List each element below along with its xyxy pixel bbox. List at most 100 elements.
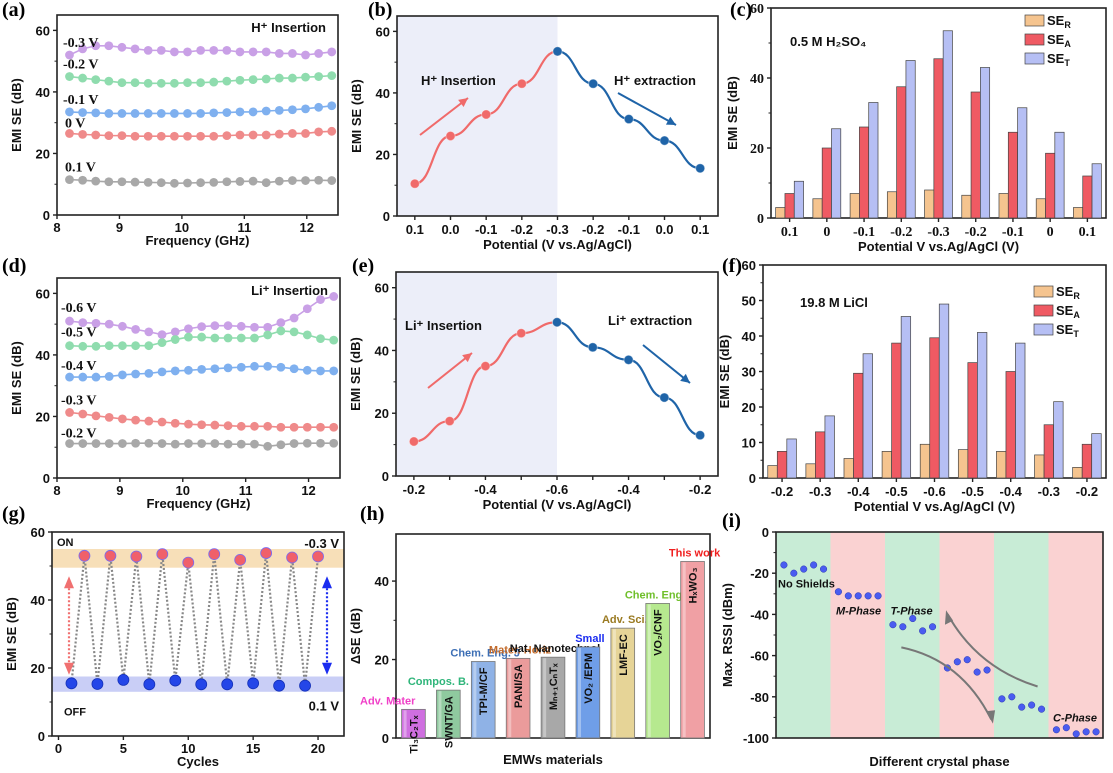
- data-point: [223, 363, 233, 373]
- y-axis-label: EMI SE (dB): [348, 337, 363, 411]
- bar-se_a: [1043, 424, 1054, 479]
- x-tick-label: -0.1: [1002, 225, 1024, 240]
- on-off-arrow-left: [64, 576, 74, 675]
- data-point: [301, 72, 310, 82]
- data-point: [236, 362, 246, 372]
- x-tick-label: -0.2: [1076, 484, 1098, 499]
- panel-a-frequency-sweep-h: 0 20 40 60 8 9 10 11 12 -0.3 V -0.2 V -0.1 V 0 V 0.1 …: [9, 14, 339, 248]
- bar-se_r: [919, 443, 931, 479]
- data-point: [196, 109, 206, 118]
- data-point: [314, 72, 324, 81]
- data-point: [143, 109, 153, 118]
- arrow-head: [944, 610, 954, 625]
- insertion-label: H⁺ Insertion: [421, 73, 496, 88]
- data-point: [197, 420, 207, 430]
- on-point: [182, 556, 195, 569]
- x-tick-label: -0.1: [618, 222, 640, 237]
- data-point: [78, 341, 88, 351]
- bar-se_a: [776, 451, 788, 479]
- data-point: [327, 47, 337, 57]
- legend-label: SET: [1047, 51, 1070, 68]
- data-point: [261, 106, 271, 116]
- arrow-shaft: [617, 92, 677, 126]
- data-point: [65, 175, 74, 185]
- series-label: 0 V: [65, 116, 85, 131]
- data-point: [210, 333, 220, 343]
- x-tick-label: -0.6: [546, 482, 568, 497]
- x-tick-label: 8: [53, 483, 60, 498]
- bar: [505, 657, 531, 739]
- bar-se_r: [996, 451, 1007, 479]
- y-axis-label: Max. RSSI (dBm): [720, 583, 735, 687]
- y-tick-label: 40: [31, 593, 45, 608]
- bar-se_t: [1054, 131, 1065, 219]
- series-label: -0.6 V: [61, 301, 97, 316]
- x-tick-label: -0.5: [961, 484, 983, 499]
- bar: [575, 646, 601, 739]
- data-point: [327, 101, 337, 111]
- x-tick-label: -0.3: [809, 484, 831, 499]
- data-point: [118, 414, 127, 424]
- data-point: [91, 372, 101, 382]
- off-point: [91, 678, 104, 690]
- y-tick-label: 60: [375, 281, 389, 296]
- data-point: [65, 107, 74, 117]
- data-point: [408, 436, 419, 447]
- data-point: [235, 130, 245, 140]
- data-point: [197, 439, 207, 448]
- legend-label: SET: [1056, 322, 1079, 339]
- x-axis-label: Cycles: [177, 754, 219, 769]
- x-tick-label: -0.2: [511, 222, 533, 237]
- data-point: [104, 41, 114, 51]
- y-tick-label: 40: [36, 85, 50, 100]
- data-point: [117, 78, 127, 88]
- rssi-point: [1028, 701, 1036, 709]
- bar-highlight: [578, 647, 582, 737]
- bar-se_a: [859, 126, 870, 219]
- data-point: [183, 78, 192, 88]
- data-point: [104, 319, 114, 329]
- data-point: [551, 317, 563, 328]
- bar: [436, 689, 461, 739]
- x-tick-label: -0.2: [771, 484, 793, 499]
- bar-se_t: [900, 316, 912, 479]
- data-point: [302, 438, 312, 448]
- data-point: [196, 131, 206, 141]
- data-point: [289, 422, 299, 432]
- bar-se_r: [812, 198, 823, 219]
- y-tick-label: 60: [36, 23, 50, 38]
- data-point: [222, 108, 232, 117]
- arrow-shaft: [946, 613, 1038, 688]
- extraction-label: H⁺ extraction: [614, 73, 696, 88]
- bar-se_t: [1091, 163, 1102, 219]
- data-point: [78, 129, 88, 139]
- y-axis-label: EMI SE (dB): [9, 78, 24, 152]
- y-tick-label: 60: [742, 258, 756, 273]
- data-point: [302, 422, 312, 432]
- phase-label-no-shields: No Shields: [778, 579, 835, 591]
- extraction-arrow: [617, 92, 677, 126]
- bar-highlight: [508, 659, 512, 737]
- rssi-point: [973, 668, 981, 676]
- y-axis-label: EMI SE (dB): [4, 597, 19, 671]
- series-label: -0.3 V: [61, 393, 97, 408]
- y-axis-label: EMI SE (dB): [725, 76, 740, 150]
- plot-frame: [56, 277, 341, 479]
- data-point: [222, 177, 232, 187]
- x-axis-label: Frequency (GHz): [145, 233, 249, 248]
- series-extraction: [551, 317, 706, 441]
- data-point: [78, 372, 88, 382]
- data-point: [118, 321, 127, 331]
- panel-label-g: (g): [2, 503, 25, 525]
- off-point: [143, 678, 156, 691]
- rssi-point: [1092, 728, 1100, 736]
- x-tick-label: -0.2: [689, 482, 711, 497]
- data-point: [301, 104, 310, 114]
- panel-c-bars-h2so4: 0 20 40 60 0.1 0 -0.1 -0.2 -0.3 -0.2 -0.1 0 0.1 0.5 M…: [725, 2, 1107, 254]
- rssi-point: [834, 588, 842, 596]
- bar-se_t: [786, 438, 797, 479]
- x-tick-label: -0.2: [582, 222, 604, 237]
- data-point: [169, 131, 179, 141]
- material-bar: VO₂/CNF: [645, 603, 670, 739]
- data-point: [327, 71, 337, 81]
